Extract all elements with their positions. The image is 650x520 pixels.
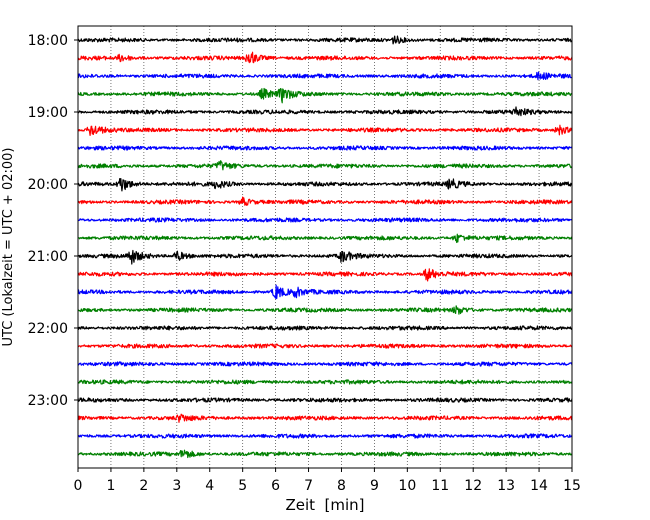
x-tick-label: 12: [464, 478, 482, 494]
trace-row-2000: [77, 177, 573, 192]
y-tick-label: 20:00: [28, 177, 68, 193]
x-tick-label: 11: [431, 478, 449, 494]
trace-row-2130: [77, 284, 573, 300]
x-tick-label: 15: [563, 478, 581, 494]
trace-row-1845: [77, 87, 573, 104]
x-axis-title: Zeit [min]: [285, 496, 364, 514]
trace-row-1915: [77, 124, 573, 136]
trace-row-2245: [77, 379, 573, 385]
trace-row-2215: [77, 343, 573, 349]
x-tick-label: 5: [238, 478, 247, 494]
x-tick-label: 9: [370, 478, 379, 494]
trace-row-2230: [77, 361, 573, 367]
trace-row-2200: [77, 325, 573, 331]
y-tick-label: 23:00: [28, 393, 68, 409]
x-tick-label: 14: [530, 478, 548, 494]
y-tick-label: 18:00: [28, 33, 68, 49]
trace-row-2345: [77, 449, 573, 459]
x-tick-label: 4: [205, 478, 214, 494]
trace-row-1900: [77, 106, 573, 117]
y-tick-label: 22:00: [28, 321, 68, 337]
y-axis-ticks: 18:00 19:00 20:00 21:00 22:00 23:00: [28, 33, 78, 409]
x-tick-label: 3: [172, 478, 181, 494]
x-tick-label: 1: [106, 478, 115, 494]
trace-row-2330: [77, 433, 573, 439]
x-tick-label: 13: [497, 478, 515, 494]
x-tick-label: 10: [398, 478, 416, 494]
trace-row-2145: [77, 305, 573, 315]
seismogram-traces: [77, 35, 573, 459]
trace-row-2300: [77, 397, 573, 403]
y-tick-label: 21:00: [28, 249, 68, 265]
plot-frame: [77, 25, 573, 469]
trace-row-1930: [77, 145, 573, 151]
trace-row-2100: [77, 249, 573, 265]
x-tick-label: 0: [74, 478, 83, 494]
trace-row-2030: [77, 217, 573, 223]
trace-row-2115: [77, 268, 573, 282]
trace-row-2015: [77, 196, 573, 206]
x-tick-label: 7: [304, 478, 313, 494]
trace-row-1830: [77, 71, 573, 81]
y-axis-title: UTC (Lokalzeit = UTC + 02:00): [1, 148, 16, 347]
y-tick-label: 19:00: [28, 105, 68, 121]
x-tick-label: 8: [337, 478, 346, 494]
trace-row-2315: [77, 413, 573, 423]
trace-row-1945: [77, 160, 573, 171]
trace-row-1800: [77, 35, 573, 45]
x-tick-label: 6: [271, 478, 280, 494]
x-axis-ticks: 0 1 2 3 4 5 6 7 8 9 10 11 12 13 14 15: [74, 468, 581, 494]
trace-row-2045: [77, 233, 573, 244]
trace-row-1815: [77, 51, 573, 64]
x-tick-label: 2: [139, 478, 148, 494]
